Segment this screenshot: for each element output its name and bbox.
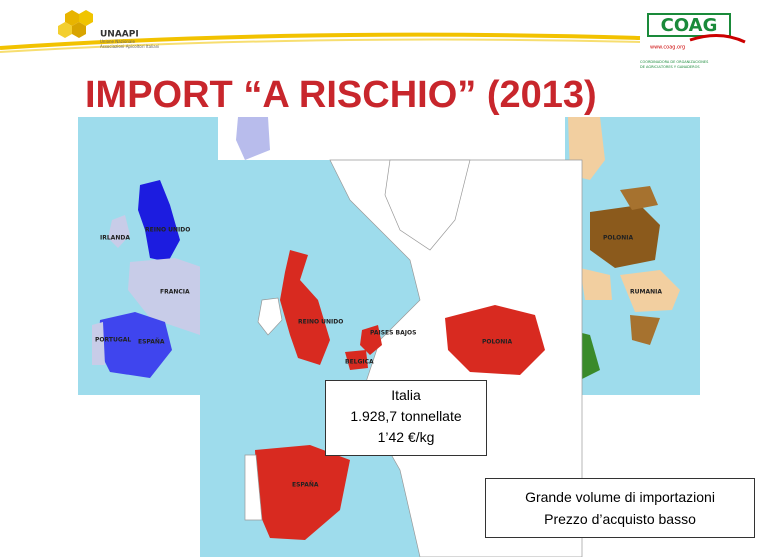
logo-name: COAG	[661, 15, 718, 36]
note-line: Grande volume di importazioni	[525, 489, 715, 505]
map-label: PORTUGAL	[95, 337, 131, 344]
map-label: RUMANIA	[630, 289, 662, 296]
slide-title: IMPORT “A RISCHIO” (2013)	[85, 74, 597, 116]
header-swoosh	[0, 32, 641, 50]
coag-box	[647, 13, 731, 37]
logo-subtitle: DE AGRICULTORES Y GANADEROS	[640, 65, 700, 69]
map-label: BELGICA	[345, 359, 374, 366]
note-box: Grande volume di importazioni Prezzo d’a…	[485, 478, 755, 538]
logo-subtitle: Unione Nazionale	[100, 39, 135, 44]
map-right	[565, 117, 700, 395]
map-label: POLONIA	[603, 235, 633, 242]
info-volume: 1.928,7 tonnellate	[350, 408, 462, 424]
info-price: 1’42 €/kg	[377, 429, 435, 445]
logo-url: www.coag.org	[650, 45, 685, 51]
logo-subtitle: Associazioni Apicoltori Italiani	[100, 44, 159, 49]
unaapi-logo	[58, 10, 93, 38]
map-label: REINO UNIDO	[298, 319, 343, 326]
map-label: FRANCIA	[160, 289, 190, 296]
map-center	[200, 159, 583, 557]
logo-name: UNAAPI	[100, 30, 139, 40]
info-box: Italia 1.928,7 tonnellate 1’42 €/kg	[325, 380, 487, 456]
map-label: ESPAÑA	[138, 339, 165, 346]
coag-swoosh	[689, 34, 746, 44]
note-line: Prezzo d’acquisto basso	[544, 511, 696, 527]
map-label: ESPAÑA	[292, 482, 319, 489]
map-label: REINO UNIDO	[145, 227, 190, 234]
logo-subtitle: COORDINADORA DE ORGANIZACIONES	[640, 60, 709, 64]
header-swoosh	[0, 38, 641, 53]
info-country: Italia	[391, 387, 421, 403]
map-label: PAISES BAJOS	[370, 330, 416, 337]
map-label: POLONIA	[482, 339, 512, 346]
map-label: IRLANDA	[100, 235, 130, 242]
map-left	[78, 117, 270, 395]
